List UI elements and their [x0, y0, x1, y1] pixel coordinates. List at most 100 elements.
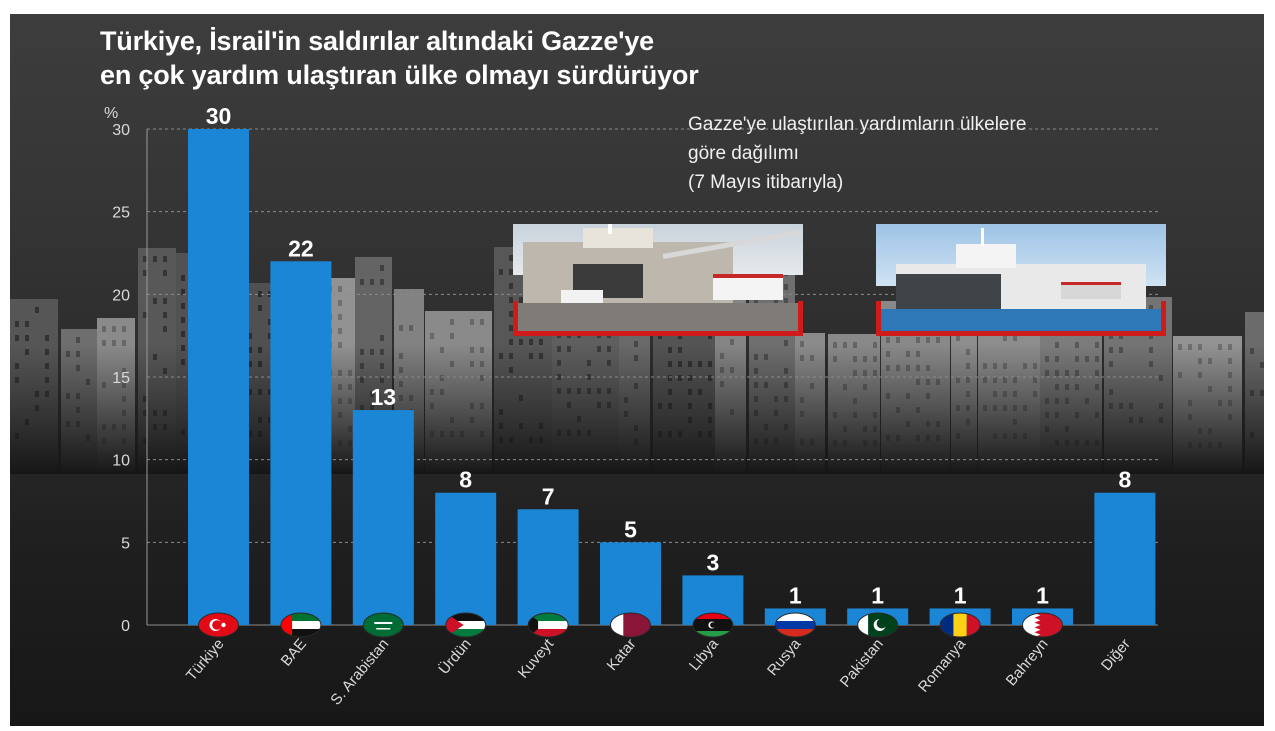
building-window	[916, 337, 920, 343]
chart-subtitle-line2: göre dağılımı	[688, 143, 799, 164]
building-window	[102, 340, 106, 346]
building-window	[163, 312, 167, 318]
building-window	[480, 319, 484, 325]
building-window	[102, 326, 106, 332]
y-tick-label: 25	[112, 205, 130, 222]
y-axis-ticks: 0 5 10 15 20 25 30	[112, 122, 130, 635]
building-window	[163, 270, 167, 276]
building-window	[926, 337, 930, 343]
building-window	[430, 333, 434, 339]
romania-flag-icon	[939, 612, 981, 638]
building-window	[539, 339, 543, 345]
building-window	[181, 289, 185, 295]
building-window	[122, 326, 126, 332]
building-window	[181, 303, 185, 309]
value-label: 1	[954, 582, 967, 608]
building-window	[774, 298, 778, 304]
building-window	[338, 314, 342, 320]
x-axis-label: Libya	[686, 635, 722, 674]
building-window	[886, 337, 890, 343]
building-window	[509, 255, 513, 261]
building-window	[509, 269, 513, 275]
building-window	[1119, 333, 1123, 339]
building-window	[143, 270, 147, 276]
building-window	[181, 331, 185, 337]
aid-ship-loading-photo	[513, 224, 803, 336]
building-window	[258, 291, 262, 297]
chart-title-line2: en çok yardım ulaştıran ülke olmayı sürd…	[100, 60, 699, 90]
building-window	[181, 317, 185, 323]
building-window	[370, 279, 374, 285]
bar	[435, 492, 497, 625]
libya-flag-icon	[692, 612, 734, 638]
building-window	[143, 256, 147, 262]
building-window	[1109, 333, 1113, 339]
aid-ship-at-sea-photo	[876, 224, 1166, 336]
bar	[352, 410, 414, 625]
building-window	[15, 321, 19, 327]
building-window	[122, 340, 126, 346]
building-window	[268, 333, 272, 339]
building-window	[153, 298, 157, 304]
building-window	[896, 337, 900, 343]
y-tick-label: 15	[112, 370, 130, 387]
building-window	[1003, 335, 1007, 341]
bar	[270, 261, 332, 625]
building-window	[248, 333, 252, 339]
building-window	[509, 325, 513, 331]
value-labels: 30 22 13 8 7 5 3 1 1 1 1 8	[206, 103, 1132, 608]
uae-flag-icon	[280, 612, 322, 638]
x-axis-label: Kuveyt	[515, 635, 558, 682]
building-window	[1149, 305, 1153, 311]
bar	[600, 542, 661, 625]
building-window	[936, 337, 940, 343]
building-window	[163, 298, 167, 304]
building-window	[112, 340, 116, 346]
bahrain-flag-icon	[1022, 612, 1063, 638]
country-flags	[198, 612, 1063, 638]
y-tick-label: 30	[112, 122, 130, 139]
building-window	[754, 298, 758, 304]
building-window	[268, 319, 272, 325]
building-window	[658, 333, 662, 339]
value-label: 8	[459, 467, 472, 493]
building-window	[956, 335, 960, 341]
building-window	[163, 326, 167, 332]
x-axis-label: Katar	[603, 636, 639, 674]
x-axis-label: Pakistan	[837, 636, 887, 691]
building-window	[338, 300, 342, 306]
x-axis-labels: Türkiye BAE S. Arabistan Ürdün Kuveyt Katar Li…	[183, 635, 1134, 709]
building-window	[509, 339, 513, 345]
y-tick-label: 0	[121, 618, 130, 635]
building-window	[708, 333, 712, 339]
y-tick-label: 20	[112, 287, 130, 304]
building-window	[1149, 333, 1153, 339]
x-axis-label: S. Arabistan	[327, 636, 392, 709]
building-window	[519, 339, 523, 345]
building-window	[450, 319, 454, 325]
building-window	[470, 319, 474, 325]
building-window	[163, 256, 167, 262]
x-axis-label: Romanya	[915, 635, 970, 696]
building-window	[380, 335, 384, 341]
bar	[1094, 492, 1156, 625]
x-axis-label: Rusya	[764, 635, 805, 679]
bar	[517, 509, 579, 625]
qatar-flag-icon	[610, 612, 651, 638]
building-window	[1013, 335, 1017, 341]
building-window	[112, 326, 116, 332]
building-window	[25, 335, 29, 341]
value-label: 3	[707, 549, 720, 575]
russia-flag-icon	[774, 612, 816, 638]
building-window	[143, 312, 147, 318]
building-window	[784, 340, 788, 346]
building-window	[25, 321, 29, 327]
building-window	[35, 307, 39, 313]
infographic-frame: % 0 5 10 15 20 25 30 30 22 13 8 7 5 3 1 1 1 1 8 Türkiye BA…	[10, 14, 1264, 726]
turkey-flag-icon	[198, 612, 239, 638]
x-axis-label: Diğer	[1098, 636, 1134, 674]
building-window	[153, 256, 157, 262]
building-window	[499, 269, 503, 275]
value-label: 5	[624, 516, 637, 542]
building-window	[15, 335, 19, 341]
